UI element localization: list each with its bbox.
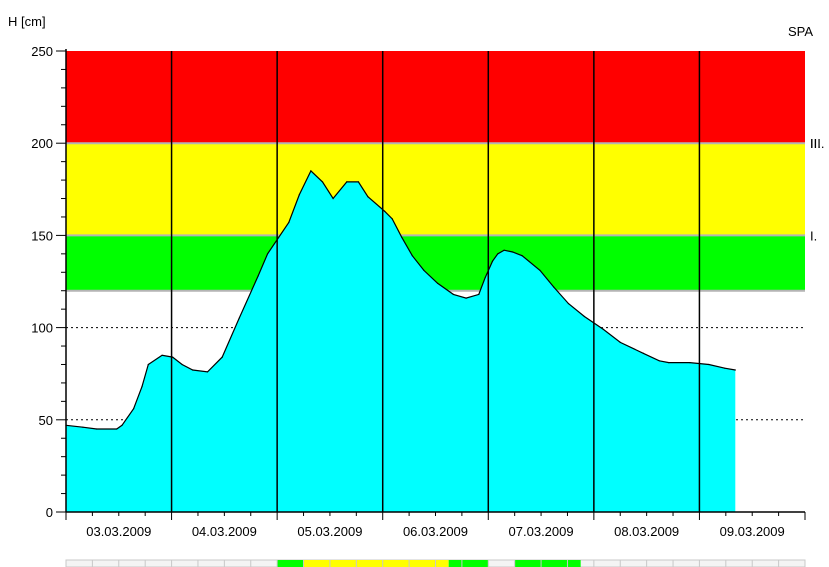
data-point-36: [497, 253, 499, 255]
data-point-46: [642, 352, 645, 354]
data-point-39: [521, 255, 523, 257]
zone-label: I.: [810, 228, 817, 243]
strip-segment-2: [303, 560, 449, 567]
zone-label: III.: [810, 136, 824, 151]
data-point-27: [401, 236, 403, 238]
zone-band-3: [66, 51, 805, 144]
data-point-37: [503, 249, 505, 251]
data-point-52: [734, 369, 736, 371]
data-point-6: [141, 386, 143, 388]
data-point-7: [147, 363, 149, 366]
data-point-16: [267, 253, 269, 255]
water-level-area: [66, 170, 736, 512]
data-point-29: [423, 269, 425, 271]
data-point-32: [465, 297, 467, 299]
data-point-31: [452, 293, 454, 295]
x-axis: 03.03.2009 04.03.2009 05.03.2009 06.03.2009…: [65, 512, 806, 539]
data-point-35: [491, 260, 494, 262]
y-tick-label: 0: [46, 505, 53, 520]
data-point-44: [602, 328, 605, 330]
y-tick-label: 100: [31, 321, 53, 336]
data-point-24: [367, 196, 369, 198]
data-point-48: [668, 362, 670, 364]
x-tick-label: 07.03.2009: [509, 524, 574, 539]
y-axis: 0 50 100 150 200 250: [31, 44, 66, 520]
data-point-17: [288, 221, 290, 224]
data-point-41: [553, 286, 555, 288]
data-point-45: [619, 341, 621, 343]
data-point-40: [539, 269, 541, 271]
flood-zones: [66, 51, 805, 292]
y-tick-label: 200: [31, 136, 53, 151]
strip-segment-3: [448, 560, 489, 567]
data-point-10: [181, 363, 183, 366]
zone-label: II.: [810, 136, 821, 151]
x-tick-label: 05.03.2009: [297, 524, 362, 539]
strip-segment-1: [277, 560, 304, 567]
data-point-47: [658, 360, 660, 362]
data-point-14: [238, 317, 240, 319]
data-point-25: [384, 210, 386, 212]
data-point-5: [133, 408, 135, 410]
data-point-30: [437, 282, 439, 284]
x-tick-label: 03.03.2009: [86, 524, 151, 539]
data-point-38: [511, 251, 514, 253]
x-tick-label: 09.03.2009: [720, 524, 785, 539]
data-point-43: [583, 315, 586, 318]
data-point-21: [332, 197, 334, 200]
day-gridlines: [170, 51, 701, 512]
data-point-26: [391, 218, 393, 220]
data-point-4: [121, 424, 123, 426]
zone-labels: I. II.III.: [810, 136, 824, 243]
strip-segment-4: [514, 560, 581, 567]
x-tick-label: 04.03.2009: [192, 524, 257, 539]
data-point-33: [478, 293, 480, 295]
y-axis-title: H [cm]: [8, 14, 46, 29]
y-tick-label: 150: [31, 228, 53, 243]
y-tick-label: 250: [31, 44, 53, 59]
status-strip: [65, 559, 806, 567]
data-point-11: [192, 369, 194, 371]
data-point-51: [724, 367, 726, 369]
data-point-18: [298, 194, 300, 196]
x-tick-label: 06.03.2009: [403, 524, 468, 539]
data-point-20: [321, 181, 324, 183]
data-point-3: [116, 428, 118, 430]
data-point-28: [411, 255, 413, 257]
data-point-12: [206, 371, 209, 373]
data-point-8: [161, 354, 163, 356]
data-point-49: [689, 362, 691, 364]
data-point-22: [346, 181, 348, 183]
data-point-13: [221, 356, 223, 358]
data-point-34: [484, 277, 486, 279]
data-point-15: [257, 275, 259, 277]
y-tick-label: 50: [39, 413, 53, 428]
x-tick-label: 08.03.2009: [614, 524, 679, 539]
data-point-42: [567, 303, 570, 305]
data-point-50: [708, 363, 710, 366]
zone-band-2: [66, 143, 805, 236]
data-point-2: [96, 428, 98, 430]
station-label: SPA: [788, 24, 813, 39]
data-point-19: [310, 170, 312, 172]
data-point-23: [357, 181, 359, 183]
data-point-1: [82, 426, 84, 428]
